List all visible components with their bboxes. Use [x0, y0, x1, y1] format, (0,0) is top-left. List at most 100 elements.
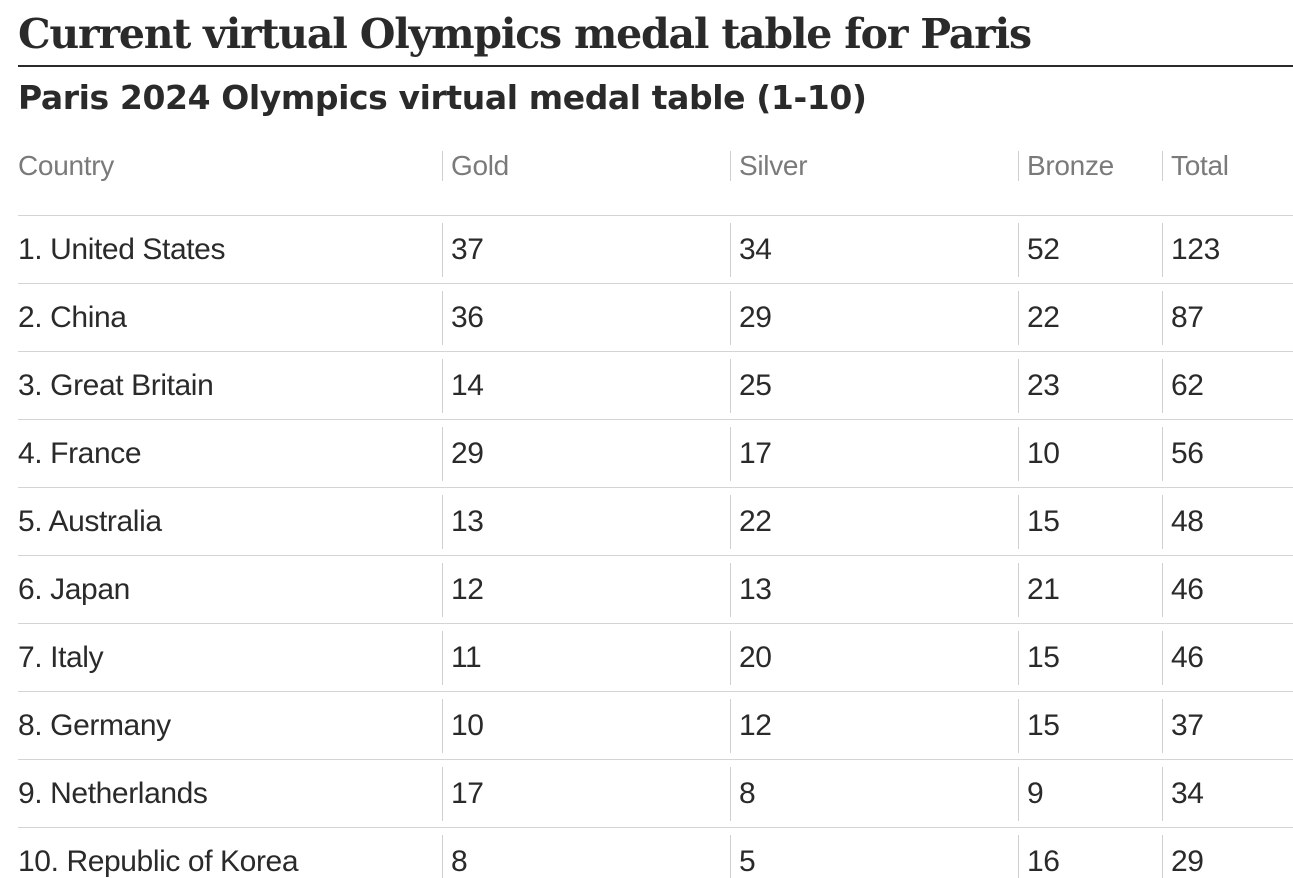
- country-name: 3. Great Britain: [18, 368, 214, 402]
- country-name: 6. Japan: [18, 572, 130, 606]
- country-name: 2. China: [18, 300, 127, 334]
- table-row: 10. Republic of Korea 8 5 16 29: [18, 828, 1293, 878]
- gold-cell: 37: [442, 215, 730, 284]
- silver-count: 13: [730, 562, 1018, 617]
- total-count: 123: [1162, 222, 1293, 277]
- column-header-label: Silver: [730, 150, 1018, 181]
- total-cell: 46: [1162, 555, 1293, 624]
- bronze-count: 23: [1018, 358, 1162, 413]
- bronze-cell: 23: [1018, 351, 1162, 420]
- bronze-cell: 52: [1018, 215, 1162, 284]
- column-header-total: Total: [1162, 139, 1293, 216]
- country-cell: 9. Netherlands: [18, 759, 442, 828]
- silver-cell: 29: [730, 283, 1018, 352]
- column-header-gold: Gold: [442, 139, 730, 216]
- total-count: 48: [1162, 494, 1293, 549]
- column-header-silver: Silver: [730, 139, 1018, 216]
- gold-count: 14: [442, 358, 730, 413]
- silver-count: 25: [730, 358, 1018, 413]
- medal-table: Country Gold Silver Bronze Total 1. Unit…: [18, 139, 1293, 878]
- gold-count: 13: [442, 494, 730, 549]
- bronze-cell: 21: [1018, 555, 1162, 624]
- total-count: 37: [1162, 698, 1293, 753]
- bronze-count: 16: [1018, 834, 1162, 878]
- bronze-cell: 16: [1018, 828, 1162, 878]
- total-cell: 62: [1162, 351, 1293, 420]
- bronze-count: 9: [1018, 766, 1162, 821]
- country-cell: 2. China: [18, 283, 442, 352]
- total-count: 34: [1162, 766, 1293, 821]
- gold-cell: 11: [442, 623, 730, 692]
- total-cell: 37: [1162, 691, 1293, 760]
- silver-cell: 17: [730, 419, 1018, 488]
- country-name: 7. Italy: [18, 640, 104, 674]
- bronze-cell: 10: [1018, 419, 1162, 488]
- bronze-count: 22: [1018, 290, 1162, 345]
- country-cell: 4. France: [18, 419, 442, 488]
- country-cell: 1. United States: [18, 215, 442, 284]
- bronze-cell: 15: [1018, 623, 1162, 692]
- table-row: 8. Germany 10 12 15 37: [18, 691, 1293, 760]
- gold-cell: 29: [442, 419, 730, 488]
- country-name: 10. Republic of Korea: [18, 844, 299, 878]
- total-count: 62: [1162, 358, 1293, 413]
- total-cell: 34: [1162, 759, 1293, 828]
- gold-cell: 36: [442, 283, 730, 352]
- table-header-row: Country Gold Silver Bronze Total: [18, 139, 1293, 216]
- silver-count: 12: [730, 698, 1018, 753]
- table-row: 2. China 36 29 22 87: [18, 283, 1293, 352]
- bronze-cell: 22: [1018, 283, 1162, 352]
- bronze-cell: 9: [1018, 759, 1162, 828]
- bronze-cell: 15: [1018, 487, 1162, 556]
- gold-cell: 17: [442, 759, 730, 828]
- country-cell: 7. Italy: [18, 623, 442, 692]
- bronze-count: 52: [1018, 222, 1162, 277]
- country-cell: 6. Japan: [18, 555, 442, 624]
- table-row: 7. Italy 11 20 15 46: [18, 623, 1293, 692]
- headline: Current virtual Olympics medal table for…: [18, 0, 1293, 67]
- column-header-label: Gold: [442, 150, 730, 181]
- silver-cell: 25: [730, 351, 1018, 420]
- gold-count: 36: [442, 290, 730, 345]
- table-row: 1. United States 37 34 52 123: [18, 215, 1293, 284]
- total-count: 87: [1162, 290, 1293, 345]
- country-name: 1. United States: [18, 232, 226, 266]
- gold-cell: 8: [442, 828, 730, 878]
- column-header-bronze: Bronze: [1018, 139, 1162, 216]
- gold-count: 29: [442, 426, 730, 481]
- silver-count: 20: [730, 630, 1018, 685]
- column-header-label: Country: [18, 150, 114, 181]
- table-row: 4. France 29 17 10 56: [18, 419, 1293, 488]
- total-cell: 48: [1162, 487, 1293, 556]
- silver-count: 17: [730, 426, 1018, 481]
- bronze-cell: 15: [1018, 691, 1162, 760]
- bronze-count: 10: [1018, 426, 1162, 481]
- column-header-country: Country: [18, 139, 442, 216]
- total-cell: 87: [1162, 283, 1293, 352]
- silver-count: 5: [730, 834, 1018, 878]
- silver-count: 22: [730, 494, 1018, 549]
- silver-count: 34: [730, 222, 1018, 277]
- table-row: 3. Great Britain 14 25 23 62: [18, 351, 1293, 420]
- gold-count: 12: [442, 562, 730, 617]
- country-cell: 8. Germany: [18, 691, 442, 760]
- silver-cell: 34: [730, 215, 1018, 284]
- country-name: 9. Netherlands: [18, 776, 208, 810]
- country-name: 5. Australia: [18, 504, 162, 538]
- gold-count: 11: [442, 630, 730, 685]
- table-row: 6. Japan 12 13 21 46: [18, 555, 1293, 624]
- silver-cell: 22: [730, 487, 1018, 556]
- gold-count: 8: [442, 834, 730, 878]
- silver-count: 8: [730, 766, 1018, 821]
- total-cell: 56: [1162, 419, 1293, 488]
- gold-cell: 13: [442, 487, 730, 556]
- silver-cell: 8: [730, 759, 1018, 828]
- total-count: 29: [1162, 834, 1293, 878]
- table-row: 9. Netherlands 17 8 9 34: [18, 759, 1293, 828]
- total-cell: 46: [1162, 623, 1293, 692]
- gold-count: 17: [442, 766, 730, 821]
- country-cell: 3. Great Britain: [18, 351, 442, 420]
- total-count: 46: [1162, 562, 1293, 617]
- total-count: 56: [1162, 426, 1293, 481]
- column-header-label: Total: [1162, 150, 1293, 181]
